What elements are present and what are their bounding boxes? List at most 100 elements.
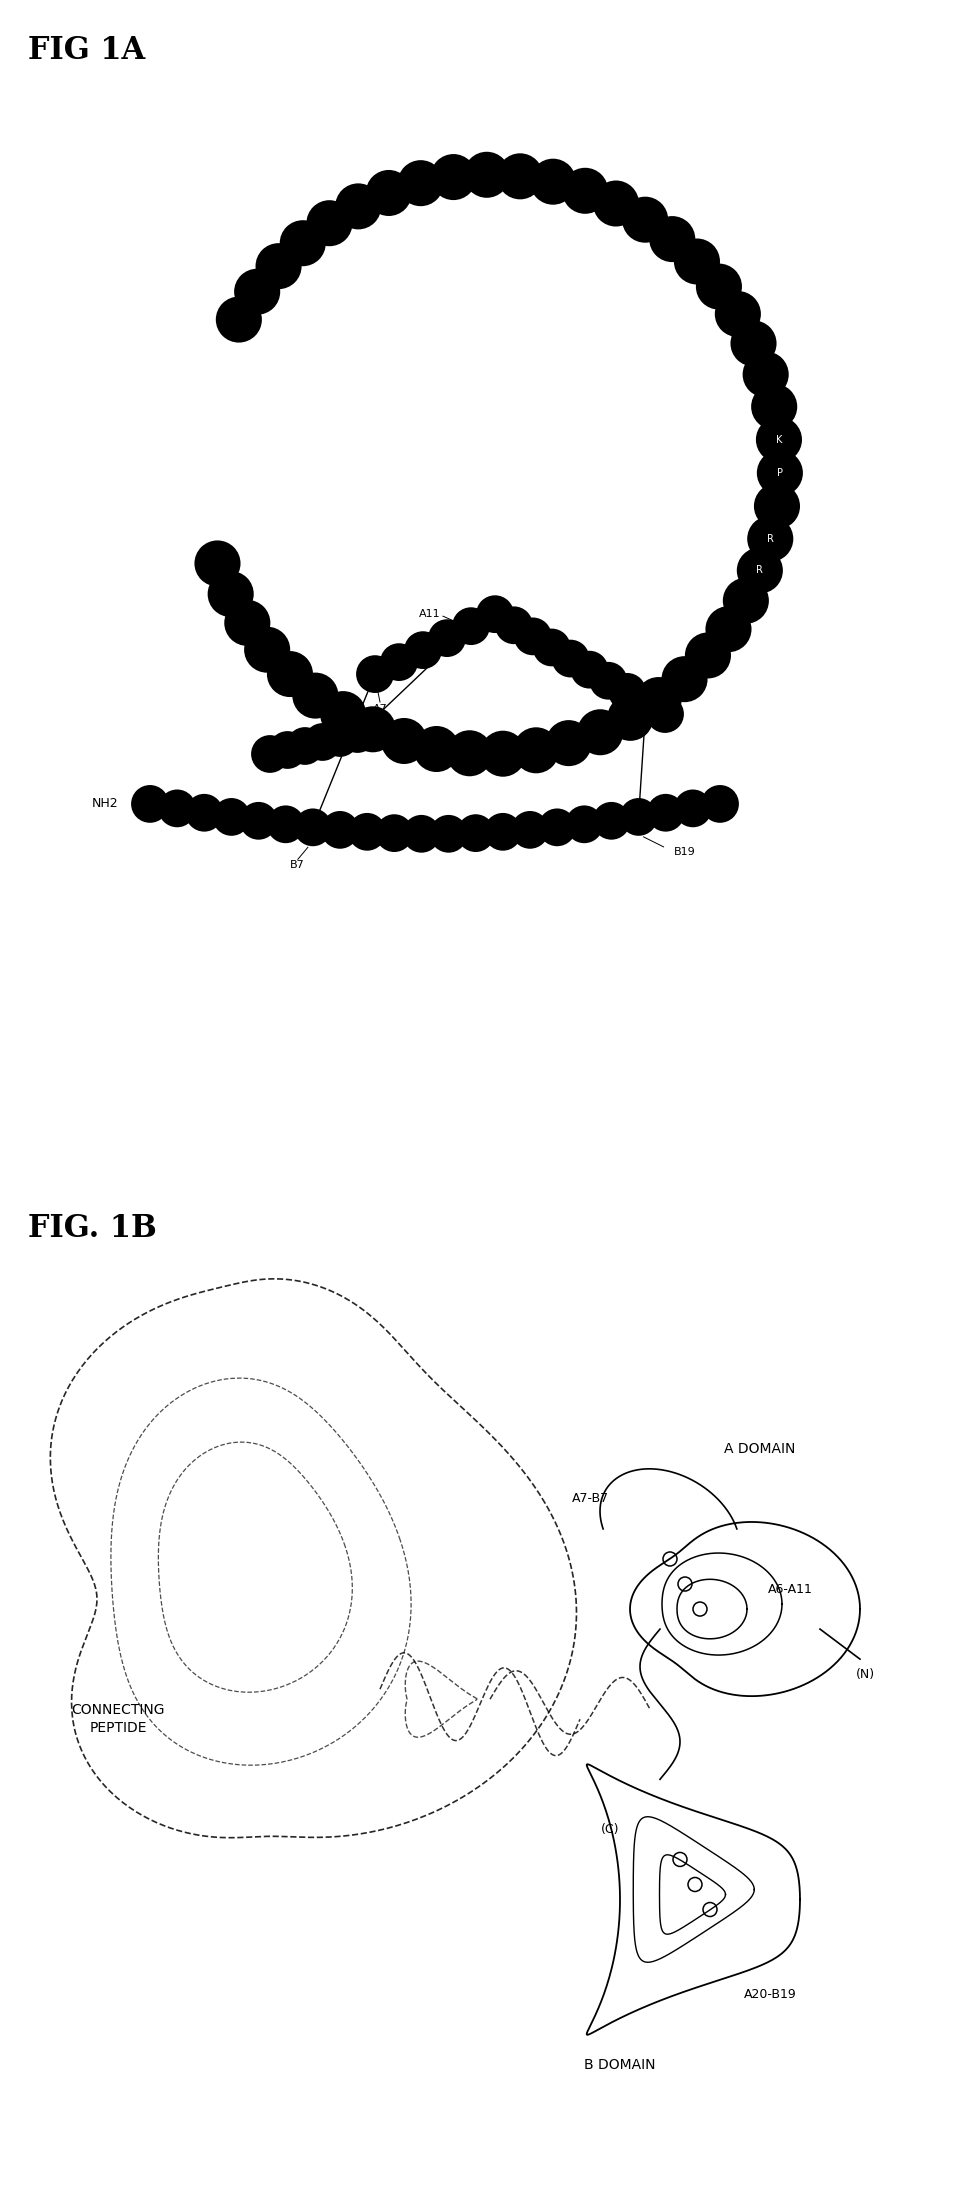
- Circle shape: [498, 155, 542, 199]
- Text: I: I: [286, 745, 289, 756]
- Circle shape: [686, 634, 730, 678]
- Circle shape: [534, 630, 569, 665]
- Circle shape: [481, 732, 525, 776]
- Text: R: R: [767, 535, 774, 544]
- Text: G: G: [662, 807, 669, 818]
- Text: Y: Y: [624, 687, 630, 696]
- Circle shape: [485, 813, 521, 851]
- Text: C: C: [636, 811, 642, 822]
- Circle shape: [322, 692, 365, 736]
- Circle shape: [515, 729, 558, 771]
- Text: Y: Y: [751, 338, 756, 349]
- Text: C: C: [372, 670, 378, 678]
- Text: G: G: [433, 745, 441, 754]
- Circle shape: [270, 732, 305, 767]
- Circle shape: [620, 800, 657, 835]
- Text: L: L: [419, 829, 424, 840]
- Circle shape: [636, 678, 681, 723]
- Text: S: S: [492, 610, 498, 619]
- Text: A: A: [516, 172, 523, 181]
- Circle shape: [322, 811, 358, 849]
- Text: F: F: [763, 369, 769, 380]
- Circle shape: [540, 809, 575, 844]
- Circle shape: [294, 674, 337, 718]
- Text: A6: A6: [312, 749, 326, 758]
- Circle shape: [304, 725, 341, 760]
- Text: Q: Q: [214, 559, 222, 568]
- Circle shape: [336, 183, 380, 228]
- Text: S: S: [244, 619, 251, 628]
- Text: A7-B7: A7-B7: [571, 1492, 609, 1505]
- Text: G: G: [369, 725, 376, 734]
- Text: FIG. 1B: FIG. 1B: [28, 1213, 156, 1244]
- Text: B19: B19: [674, 846, 695, 857]
- Text: Q: Q: [548, 643, 556, 652]
- Text: R: R: [756, 566, 763, 575]
- Circle shape: [280, 221, 324, 265]
- Text: L: L: [467, 749, 472, 758]
- Circle shape: [477, 597, 513, 632]
- Text: G: G: [336, 824, 344, 835]
- Circle shape: [512, 811, 548, 849]
- Circle shape: [594, 181, 638, 225]
- Text: C: C: [643, 698, 650, 707]
- Text: F: F: [147, 800, 153, 809]
- Text: E: E: [500, 749, 506, 758]
- Text: L: L: [386, 188, 392, 199]
- Text: T: T: [396, 656, 402, 667]
- Circle shape: [647, 696, 683, 732]
- Circle shape: [241, 802, 276, 840]
- Circle shape: [553, 641, 588, 676]
- Circle shape: [405, 632, 441, 667]
- Text: Q: Q: [336, 734, 344, 743]
- Circle shape: [724, 579, 768, 623]
- Text: P: P: [777, 469, 782, 477]
- Text: E: E: [743, 597, 749, 606]
- Circle shape: [357, 656, 393, 692]
- Text: Y: Y: [550, 177, 556, 186]
- Circle shape: [429, 621, 465, 656]
- Text: G: G: [312, 690, 319, 701]
- Circle shape: [196, 541, 239, 586]
- Text: NH2: NH2: [91, 798, 118, 811]
- Text: L: L: [228, 590, 233, 599]
- Circle shape: [531, 159, 575, 203]
- Text: R: R: [715, 281, 722, 292]
- Circle shape: [268, 652, 312, 696]
- Text: E: E: [705, 650, 711, 661]
- Text: N: N: [661, 709, 669, 718]
- Text: Y: Y: [530, 632, 536, 641]
- Text: S: S: [420, 645, 426, 654]
- Circle shape: [610, 674, 645, 709]
- Text: A: A: [725, 623, 732, 634]
- Text: T: T: [774, 502, 780, 511]
- Text: K: K: [776, 435, 782, 444]
- Text: V: V: [627, 714, 634, 723]
- Text: C: C: [355, 201, 362, 212]
- Circle shape: [755, 484, 799, 528]
- Circle shape: [322, 720, 358, 756]
- Circle shape: [398, 161, 443, 206]
- Text: H: H: [255, 815, 262, 827]
- Circle shape: [675, 239, 719, 283]
- Circle shape: [697, 265, 741, 309]
- Circle shape: [295, 809, 331, 844]
- Text: G: G: [263, 645, 271, 654]
- Circle shape: [447, 732, 492, 776]
- Circle shape: [415, 727, 459, 771]
- Circle shape: [546, 720, 590, 765]
- Text: G: G: [325, 219, 333, 228]
- Circle shape: [213, 800, 250, 835]
- Circle shape: [675, 791, 710, 827]
- Text: L: L: [656, 696, 661, 705]
- Circle shape: [217, 298, 261, 343]
- Text: L: L: [567, 654, 573, 663]
- Text: G: G: [734, 309, 742, 318]
- Text: T: T: [771, 402, 778, 411]
- Text: E: E: [472, 829, 479, 838]
- Circle shape: [453, 608, 489, 643]
- Circle shape: [564, 168, 607, 212]
- Text: H: H: [417, 179, 424, 188]
- Text: R: R: [276, 261, 282, 272]
- Text: F: F: [236, 314, 242, 325]
